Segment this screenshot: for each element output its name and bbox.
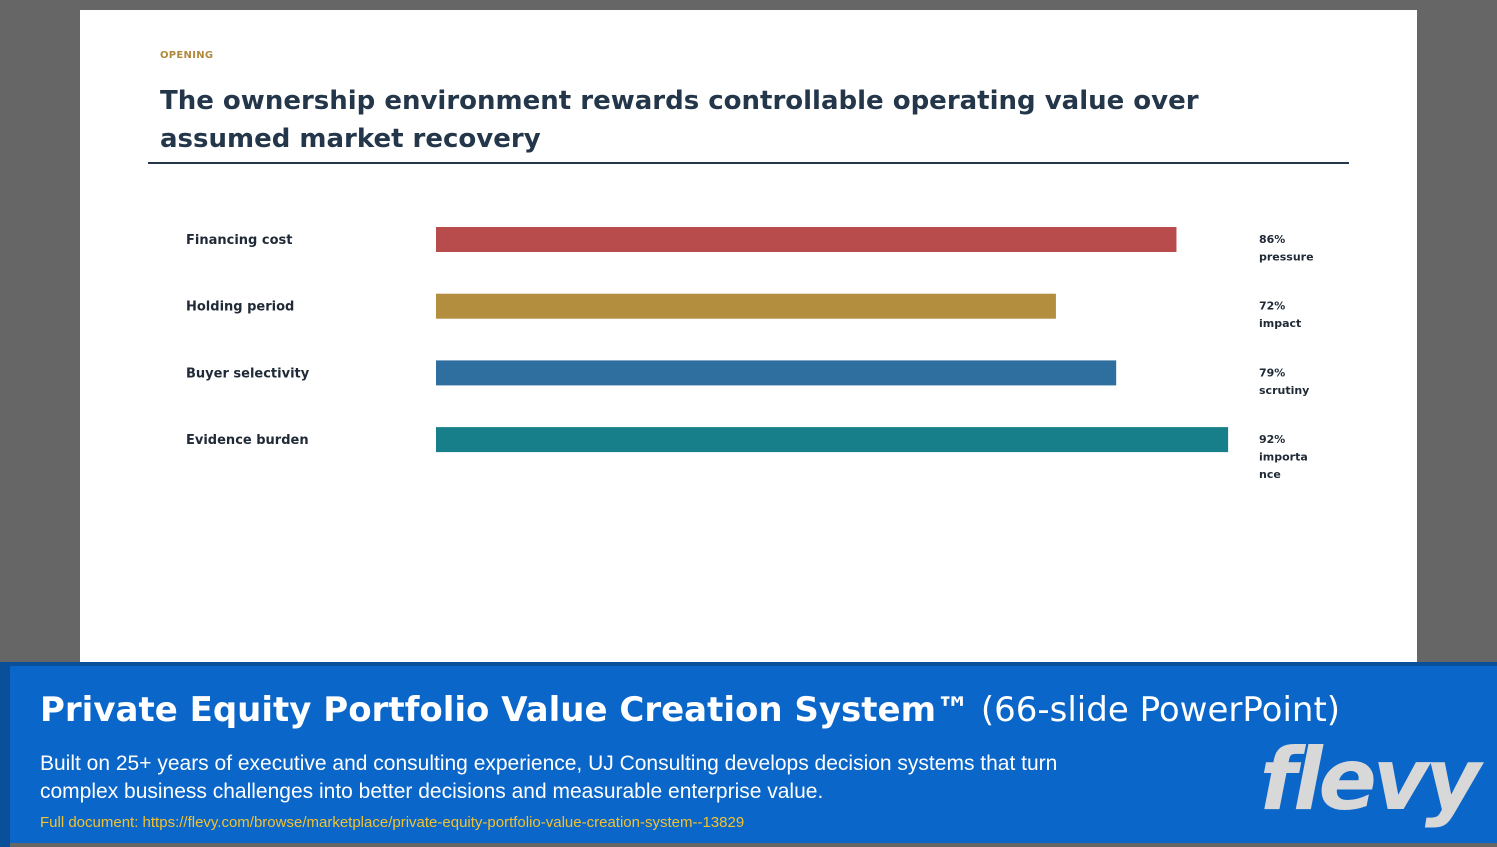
banner-description: Built on 25+ years of executive and cons… xyxy=(40,752,1058,803)
value-label: 92% importa nce xyxy=(1259,433,1308,481)
document-link[interactable]: Full document: https://flevy.com/browse/… xyxy=(40,814,745,831)
flevy-logo[interactable]: flevy xyxy=(1259,730,1481,830)
bar xyxy=(436,227,1177,252)
banner-title-main: Private Equity Portfolio Value Creation … xyxy=(40,690,971,730)
bar xyxy=(436,360,1117,386)
slide: OPENING The ownership environment reward… xyxy=(80,10,1417,662)
category-label: Evidence burden xyxy=(186,433,309,448)
bar xyxy=(436,427,1229,453)
title-rule xyxy=(148,162,1349,164)
section-kicker: OPENING xyxy=(160,50,214,61)
category-label: Holding period xyxy=(186,300,294,315)
category-label: Buyer selectivity xyxy=(186,366,310,381)
banner-title: Private Equity Portfolio Value Creation … xyxy=(40,690,1340,730)
value-label: 72% impact xyxy=(1259,300,1301,331)
promo-banner: Private Equity Portfolio Value Creation … xyxy=(0,662,1497,847)
value-label: 79% scrutiny xyxy=(1259,366,1309,397)
slide-title: The ownership environment rewards contro… xyxy=(160,86,1199,154)
bar xyxy=(436,293,1056,319)
banner-title-sub: (66-slide PowerPoint) xyxy=(970,690,1341,730)
flevy-logo-text: flevy xyxy=(1259,730,1481,830)
value-label: 86% pressure xyxy=(1259,233,1314,264)
bar-chart: Financing cost 86% pressure Holding period 7… xyxy=(186,227,1314,481)
banner-edge xyxy=(0,666,10,847)
category-label: Financing cost xyxy=(186,233,292,248)
